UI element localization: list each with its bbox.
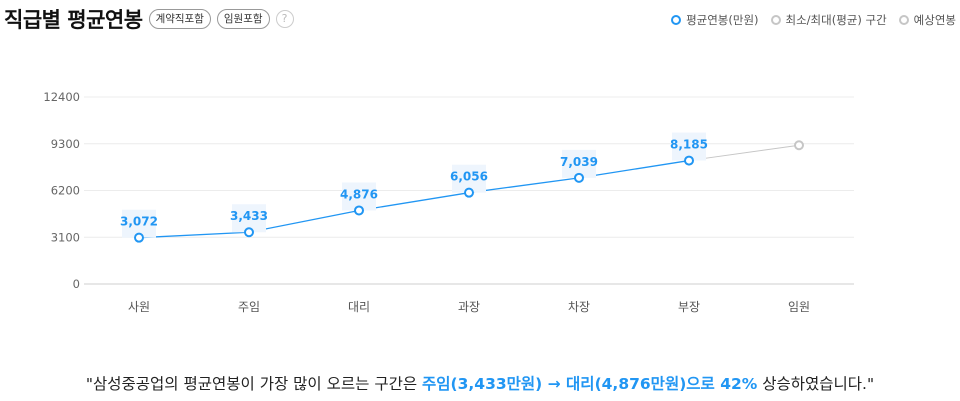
y-tick-label: 12400 [43,90,80,104]
legend-label: 평균연봉(만원) [686,13,759,27]
x-tick-label: 부장 [678,300,700,314]
x-tick-label: 대리 [348,300,370,314]
summary-text: "삼성중공업의 평균연봉이 가장 많이 오르는 구간은 주임(3,433만원) … [0,372,960,394]
legend-item-expected[interactable]: 예상연봉 [898,12,956,28]
data-point [574,172,584,183]
data-label: 8,185 [670,138,708,152]
data-label: 4,876 [340,187,378,201]
x-tick-label: 차장 [568,300,590,314]
summary-suffix: 상승하였습니다." [757,375,875,393]
legend-item-range[interactable]: 최소/최대(평균) 구간 [770,12,887,28]
y-tick-label: 9300 [51,137,80,151]
data-point [464,187,474,198]
contract-included-tag[interactable]: 계약직포함 [148,9,211,29]
x-tick-label: 과장 [458,300,480,314]
data-point [684,155,694,166]
summary-highlight: 주임(3,433만원) → 대리(4,876만원)으로 42% [422,375,758,393]
help-icon[interactable]: ? [275,10,294,28]
data-label: 3,433 [230,209,268,223]
y-tick-label: 0 [73,277,80,291]
data-label: 7,039 [560,155,598,169]
y-tick-label: 6200 [51,184,80,198]
series-line-average [138,159,690,239]
chart-legend: 평균연봉(만원) 최소/최대(평균) 구간 예상연봉 [659,12,956,28]
data-point [244,227,254,238]
data-label: 6,056 [450,170,488,184]
legend-marker-icon [898,15,909,25]
data-label: 3,072 [120,215,158,229]
legend-item-average[interactable]: 평균연봉(만원) [671,12,759,28]
data-point [354,205,364,216]
expected-data-point [794,140,804,151]
series-line-expected [688,144,800,162]
y-tick-label: 3100 [51,230,80,244]
executive-included-tag[interactable]: 임원포함 [216,9,270,29]
legend-marker-icon [671,15,682,25]
legend-marker-icon [770,15,781,25]
legend-label: 예상연봉 [913,13,956,27]
page-title: 직급별 평균연봉 [4,8,143,32]
data-point [134,232,144,243]
legend-label: 최소/최대(평균) 구간 [785,13,887,27]
x-tick-label: 임원 [788,300,810,314]
summary-prefix: "삼성중공업의 평균연봉이 가장 많이 오르는 구간은 [85,375,423,393]
x-tick-label: 사원 [128,300,150,314]
x-tick-label: 주임 [238,300,260,314]
chart-header: 직급별 평균연봉 계약직포함 임원포함 ? [4,4,294,34]
